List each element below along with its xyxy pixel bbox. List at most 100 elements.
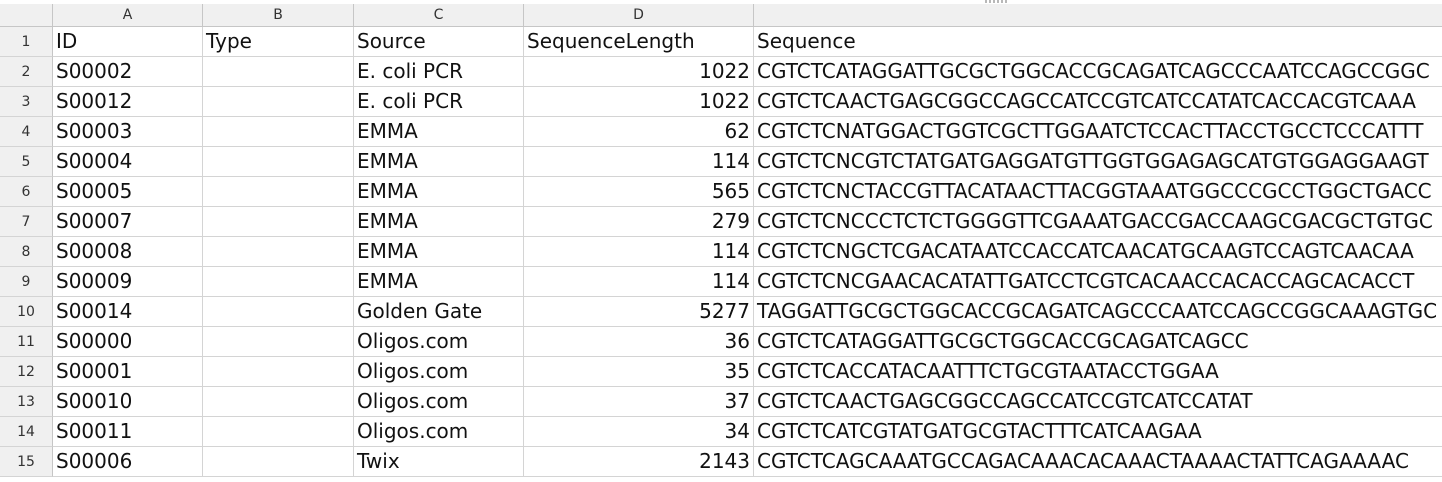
cell-type[interactable]: [203, 387, 354, 417]
cell-type[interactable]: [203, 237, 354, 267]
row-header-15[interactable]: 15: [0, 447, 53, 477]
cell-sequence[interactable]: CGTCTCAGCAAATGCCAGACAAACACAAACTAAAACTATT…: [754, 447, 1442, 477]
column-header-e[interactable]: [754, 4, 1442, 26]
cell-id[interactable]: S00012: [53, 87, 203, 117]
cell-sequence-length[interactable]: 34: [524, 417, 754, 447]
cell-source[interactable]: Oligos.com: [354, 417, 524, 447]
cell-id[interactable]: S00007: [53, 207, 203, 237]
cell-sequence[interactable]: CGTCTCAACTGAGCGGCCAGCCATCCGTCATCCATAT: [754, 387, 1442, 417]
row-header-12[interactable]: 12: [0, 357, 53, 387]
header-cell-sequence[interactable]: Sequence: [754, 27, 1442, 57]
cell-id[interactable]: S00004: [53, 147, 203, 177]
cell-sequence[interactable]: CGTCTCATCGTATGATGCGTACTTTCATCAAGAA: [754, 417, 1442, 447]
cell-source[interactable]: E. coli PCR: [354, 87, 524, 117]
header-cell-source[interactable]: Source: [354, 27, 524, 57]
cell-sequence-length[interactable]: 37: [524, 387, 754, 417]
cell-sequence[interactable]: CGTCTCNATGGACTGGTCGCTTGGAATCTCCACTTACCTG…: [754, 117, 1442, 147]
row-header-2[interactable]: 2: [0, 57, 53, 87]
row-header-9[interactable]: 9: [0, 267, 53, 297]
cell-sequence-length[interactable]: 62: [524, 117, 754, 147]
table-row: S00011 Oligos.com 34 CGTCTCATCGTATGATGCGTAC…: [53, 417, 1442, 447]
row-header-11[interactable]: 11: [0, 327, 53, 357]
resize-grip-icon[interactable]: [985, 0, 1009, 3]
cell-sequence[interactable]: CGTCTCNCGAACACATATTGATCCTCGTCACAACCACACC…: [754, 267, 1442, 297]
cell-sequence[interactable]: CGTCTCAACTGAGCGGCCAGCCATCCGTCATCCATATCAC…: [754, 87, 1442, 117]
cell-sequence-length[interactable]: 279: [524, 207, 754, 237]
cell-type[interactable]: [203, 327, 354, 357]
cell-source[interactable]: Golden Gate: [354, 297, 524, 327]
cell-type[interactable]: [203, 177, 354, 207]
cell-sequence[interactable]: CGTCTCACCATACAATTTCTGCGTAATACCTGGAA: [754, 357, 1442, 387]
cell-sequence-length[interactable]: 565: [524, 177, 754, 207]
cell-type[interactable]: [203, 417, 354, 447]
select-all-corner[interactable]: [0, 4, 53, 26]
row-header-8[interactable]: 8: [0, 237, 53, 267]
cell-source[interactable]: Oligos.com: [354, 327, 524, 357]
cell-source[interactable]: EMMA: [354, 267, 524, 297]
row-header-4[interactable]: 4: [0, 117, 53, 147]
cell-type[interactable]: [203, 297, 354, 327]
cell-source[interactable]: EMMA: [354, 237, 524, 267]
cell-sequence-length[interactable]: 114: [524, 147, 754, 177]
cell-id[interactable]: S00011: [53, 417, 203, 447]
cell-sequence-length[interactable]: 1022: [524, 87, 754, 117]
row-header-13[interactable]: 13: [0, 387, 53, 417]
cell-sequence-length[interactable]: 114: [524, 267, 754, 297]
column-header-a[interactable]: A: [53, 4, 203, 26]
cell-type[interactable]: [203, 57, 354, 87]
cell-id[interactable]: S00002: [53, 57, 203, 87]
column-header-c[interactable]: C: [354, 4, 524, 26]
cell-id[interactable]: S00000: [53, 327, 203, 357]
cell-type[interactable]: [203, 267, 354, 297]
column-header-bar: A B C D: [0, 4, 1442, 27]
cell-id[interactable]: S00008: [53, 237, 203, 267]
cell-type[interactable]: [203, 447, 354, 477]
row-header-3[interactable]: 3: [0, 87, 53, 117]
cell-sequence[interactable]: CGTCTCNGCTCGACATAATCCACCATCAACATGCAAGTCC…: [754, 237, 1442, 267]
column-header-d[interactable]: D: [524, 4, 754, 26]
cell-sequence[interactable]: CGTCTCNCGTCTATGATGAGGATGTTGGTGGAGAGCATGT…: [754, 147, 1442, 177]
cell-source[interactable]: EMMA: [354, 207, 524, 237]
cell-sequence[interactable]: TAGGATTGCGCTGGCACCGCAGATCAGCCCAATCCAGCCG…: [754, 297, 1442, 327]
row-header-7[interactable]: 7: [0, 207, 53, 237]
cell-source[interactable]: Oligos.com: [354, 357, 524, 387]
column-header-b[interactable]: B: [203, 4, 354, 26]
cell-id[interactable]: S00005: [53, 177, 203, 207]
row-header-6[interactable]: 6: [0, 177, 53, 207]
cell-type[interactable]: [203, 207, 354, 237]
cell-sequence-length[interactable]: 1022: [524, 57, 754, 87]
row-header-5[interactable]: 5: [0, 147, 53, 177]
cell-id[interactable]: S00006: [53, 447, 203, 477]
cell-sequence-length[interactable]: 5277: [524, 297, 754, 327]
cell-id[interactable]: S00003: [53, 117, 203, 147]
cell-sequence-length[interactable]: 35: [524, 357, 754, 387]
cell-sequence-length[interactable]: 114: [524, 237, 754, 267]
cell-source[interactable]: Twix: [354, 447, 524, 477]
cell-source[interactable]: E. coli PCR: [354, 57, 524, 87]
cell-source[interactable]: Oligos.com: [354, 387, 524, 417]
cell-id[interactable]: S00009: [53, 267, 203, 297]
cell-type[interactable]: [203, 117, 354, 147]
cell-type[interactable]: [203, 87, 354, 117]
cell-sequence-length[interactable]: 2143: [524, 447, 754, 477]
cell-sequence-length[interactable]: 36: [524, 327, 754, 357]
cell-id[interactable]: S00014: [53, 297, 203, 327]
cell-sequence[interactable]: CGTCTCATAGGATTGCGCTGGCACCGCAGATCAGCCCAAT…: [754, 57, 1442, 87]
header-cell-type[interactable]: Type: [203, 27, 354, 57]
cell-type[interactable]: [203, 147, 354, 177]
cell-id[interactable]: S00001: [53, 357, 203, 387]
cell-sequence[interactable]: CGTCTCNCCCTCTCTGGGGTTCGAAATGACCGACCAAGCG…: [754, 207, 1442, 237]
header-cell-length[interactable]: SequenceLength: [524, 27, 754, 57]
row-header-10[interactable]: 10: [0, 297, 53, 327]
cell-type[interactable]: [203, 357, 354, 387]
row-header-1[interactable]: 1: [0, 27, 53, 57]
table-row: S00010 Oligos.com 37 CGTCTCAACTGAGCGGCCAGCC…: [53, 387, 1442, 417]
row-header-14[interactable]: 14: [0, 417, 53, 447]
cell-source[interactable]: EMMA: [354, 117, 524, 147]
cell-sequence[interactable]: CGTCTCATAGGATTGCGCTGGCACCGCAGATCAGCC: [754, 327, 1442, 357]
cell-id[interactable]: S00010: [53, 387, 203, 417]
cell-sequence[interactable]: CGTCTCNCTACCGTTACATAACTTACGGTAAATGGCCCGC…: [754, 177, 1442, 207]
cell-source[interactable]: EMMA: [354, 177, 524, 207]
header-cell-id[interactable]: ID: [53, 27, 203, 57]
cell-source[interactable]: EMMA: [354, 147, 524, 177]
